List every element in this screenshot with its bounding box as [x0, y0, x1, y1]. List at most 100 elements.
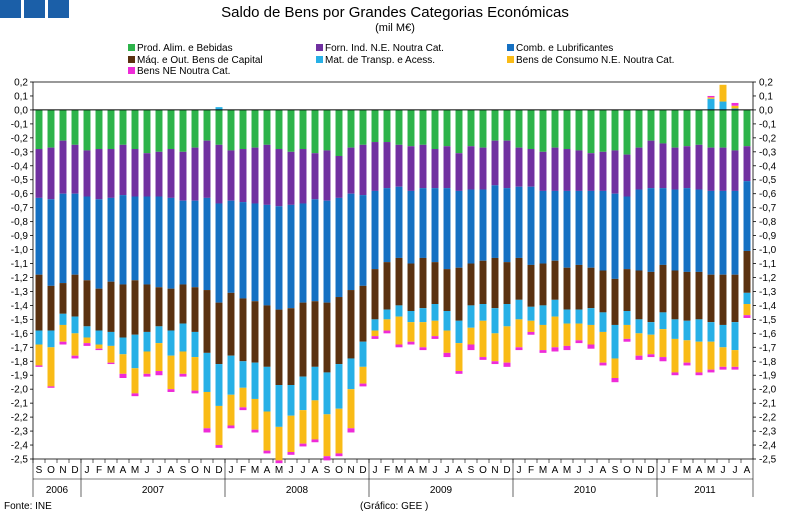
bar-segment-fuels — [419, 188, 427, 258]
bar-segment-food — [683, 109, 691, 147]
bar-segment-ne — [71, 355, 79, 359]
y-tick-label-right: -0,2 — [759, 133, 777, 144]
bar-segment-industrial — [143, 153, 151, 197]
bar-segment-fuels — [119, 195, 127, 285]
bar-segment-transport — [467, 305, 475, 328]
bar-segment-consumer — [551, 316, 559, 348]
bar-segment-food — [83, 109, 91, 151]
y-tick-label-right: -2,5 — [759, 455, 777, 466]
bar-segment-transport — [323, 372, 331, 415]
bar-segment-industrial — [683, 146, 691, 189]
bar-segment-transport — [335, 364, 343, 409]
legend-swatch-food — [128, 44, 135, 51]
bar-segment-industrial — [719, 147, 727, 191]
bar-segment-transport — [515, 299, 523, 320]
bar-segment-transport — [239, 361, 247, 388]
month-label: J — [589, 465, 594, 476]
bar-segment-transport — [275, 384, 283, 427]
month-label: F — [672, 465, 678, 476]
bar-segment-machinery — [635, 270, 643, 320]
y-tick-label-left: -1,4 — [11, 301, 29, 312]
bar-segment-ne — [575, 340, 583, 344]
bar-segment-ne — [743, 315, 751, 318]
bar-segment-food — [47, 109, 55, 148]
bar-segment-food — [323, 109, 331, 151]
bar-segment-food — [731, 109, 739, 151]
bar-segment-fuels — [647, 188, 655, 272]
bar-segment-industrial — [707, 147, 715, 191]
bar-segment-industrial — [479, 147, 487, 190]
bar-segment-fuels — [491, 185, 499, 258]
bar-segment-fuels — [611, 193, 619, 279]
bar-segment-food — [287, 109, 295, 152]
bar-segment-machinery — [563, 267, 571, 310]
bar-segment-consumer — [563, 323, 571, 346]
bar-segment-machinery — [491, 257, 499, 309]
bar-segment-industrial — [299, 149, 307, 204]
bar-segment-fuels — [275, 206, 283, 310]
bar-segment-transport — [263, 366, 271, 412]
bar-segment-consumer — [155, 343, 163, 372]
bar-segment-transport — [203, 352, 211, 392]
bar-segment-machinery — [287, 308, 295, 385]
bar-segment-ne — [695, 372, 703, 376]
bar-segment-consumer — [347, 389, 355, 429]
bar-segment-ne — [335, 453, 343, 457]
bar-segment-ne — [143, 373, 151, 377]
bar-segment-industrial — [419, 144, 427, 189]
bar-segment-industrial — [251, 147, 259, 204]
bar-segment-transport — [395, 305, 403, 317]
legend-food: Prod. Alim. e Bebidas — [128, 43, 233, 54]
month-label: J — [145, 465, 150, 476]
bar-segment-fuels — [35, 197, 43, 275]
y-tick-label-left: -2,5 — [11, 455, 29, 466]
bar-segment-consumer — [323, 414, 331, 457]
year-label: 2008 — [286, 485, 309, 496]
y-tick-label-right: 0,0 — [759, 105, 773, 116]
bar-segment-transport — [539, 305, 547, 325]
month-label: A — [312, 465, 319, 476]
bar-segment-food — [503, 109, 511, 141]
bar-segment-food — [431, 109, 439, 150]
bar-segment-industrial — [611, 150, 619, 194]
legend-label-transport: Mat. de Transp. e Acess. — [325, 55, 436, 66]
month-label: J — [733, 465, 738, 476]
legend-swatch-fuels — [507, 44, 514, 51]
bar-segment-industrial — [443, 146, 451, 189]
y-tick-label-left: -1,5 — [11, 315, 29, 326]
bar-segment-ne — [83, 343, 91, 346]
bar-segment-ne — [131, 393, 139, 397]
bar-positive-transport — [215, 107, 223, 110]
bar-segment-fuels — [371, 190, 379, 270]
bar-segment-transport — [347, 358, 355, 390]
bar-segment-machinery — [179, 284, 187, 324]
bar-segment-ne — [47, 386, 55, 388]
bar-segment-food — [671, 109, 679, 148]
bar-segment-ne — [431, 336, 439, 339]
bar-segment-industrial — [359, 144, 367, 196]
bar-segment-ne — [551, 347, 559, 352]
legend-transport: Mat. de Transp. e Acess. — [316, 55, 435, 66]
y-tick-label-left: -2,0 — [11, 385, 29, 396]
y-tick-label-right: -1,8 — [759, 357, 777, 368]
bar-segment-transport — [731, 322, 739, 351]
bar-segment-consumer — [683, 340, 691, 363]
bar-segment-ne — [407, 341, 415, 345]
bar-segment-industrial — [119, 144, 127, 196]
bar-segment-transport — [419, 308, 427, 323]
legend-machinery: Máq. e Out. Bens de Capital — [128, 55, 263, 66]
bar-segment-industrial — [503, 140, 511, 189]
bar-segment-transport — [599, 312, 607, 332]
bar-segment-transport — [635, 319, 643, 334]
y-tick-label-right: -2,2 — [759, 413, 777, 424]
legend-swatch-consumer — [507, 56, 514, 63]
bar-segment-food — [575, 109, 583, 151]
bar-positive-consumer — [707, 97, 715, 99]
bar-segment-industrial — [575, 150, 583, 191]
bar-segment-machinery — [59, 283, 67, 314]
y-tick-label-right: -0,5 — [759, 175, 777, 186]
month-label: J — [229, 465, 234, 476]
bar-positive-ne — [731, 102, 739, 106]
bar-segment-machinery — [443, 269, 451, 311]
y-tick-label-left: -0,3 — [11, 147, 29, 158]
